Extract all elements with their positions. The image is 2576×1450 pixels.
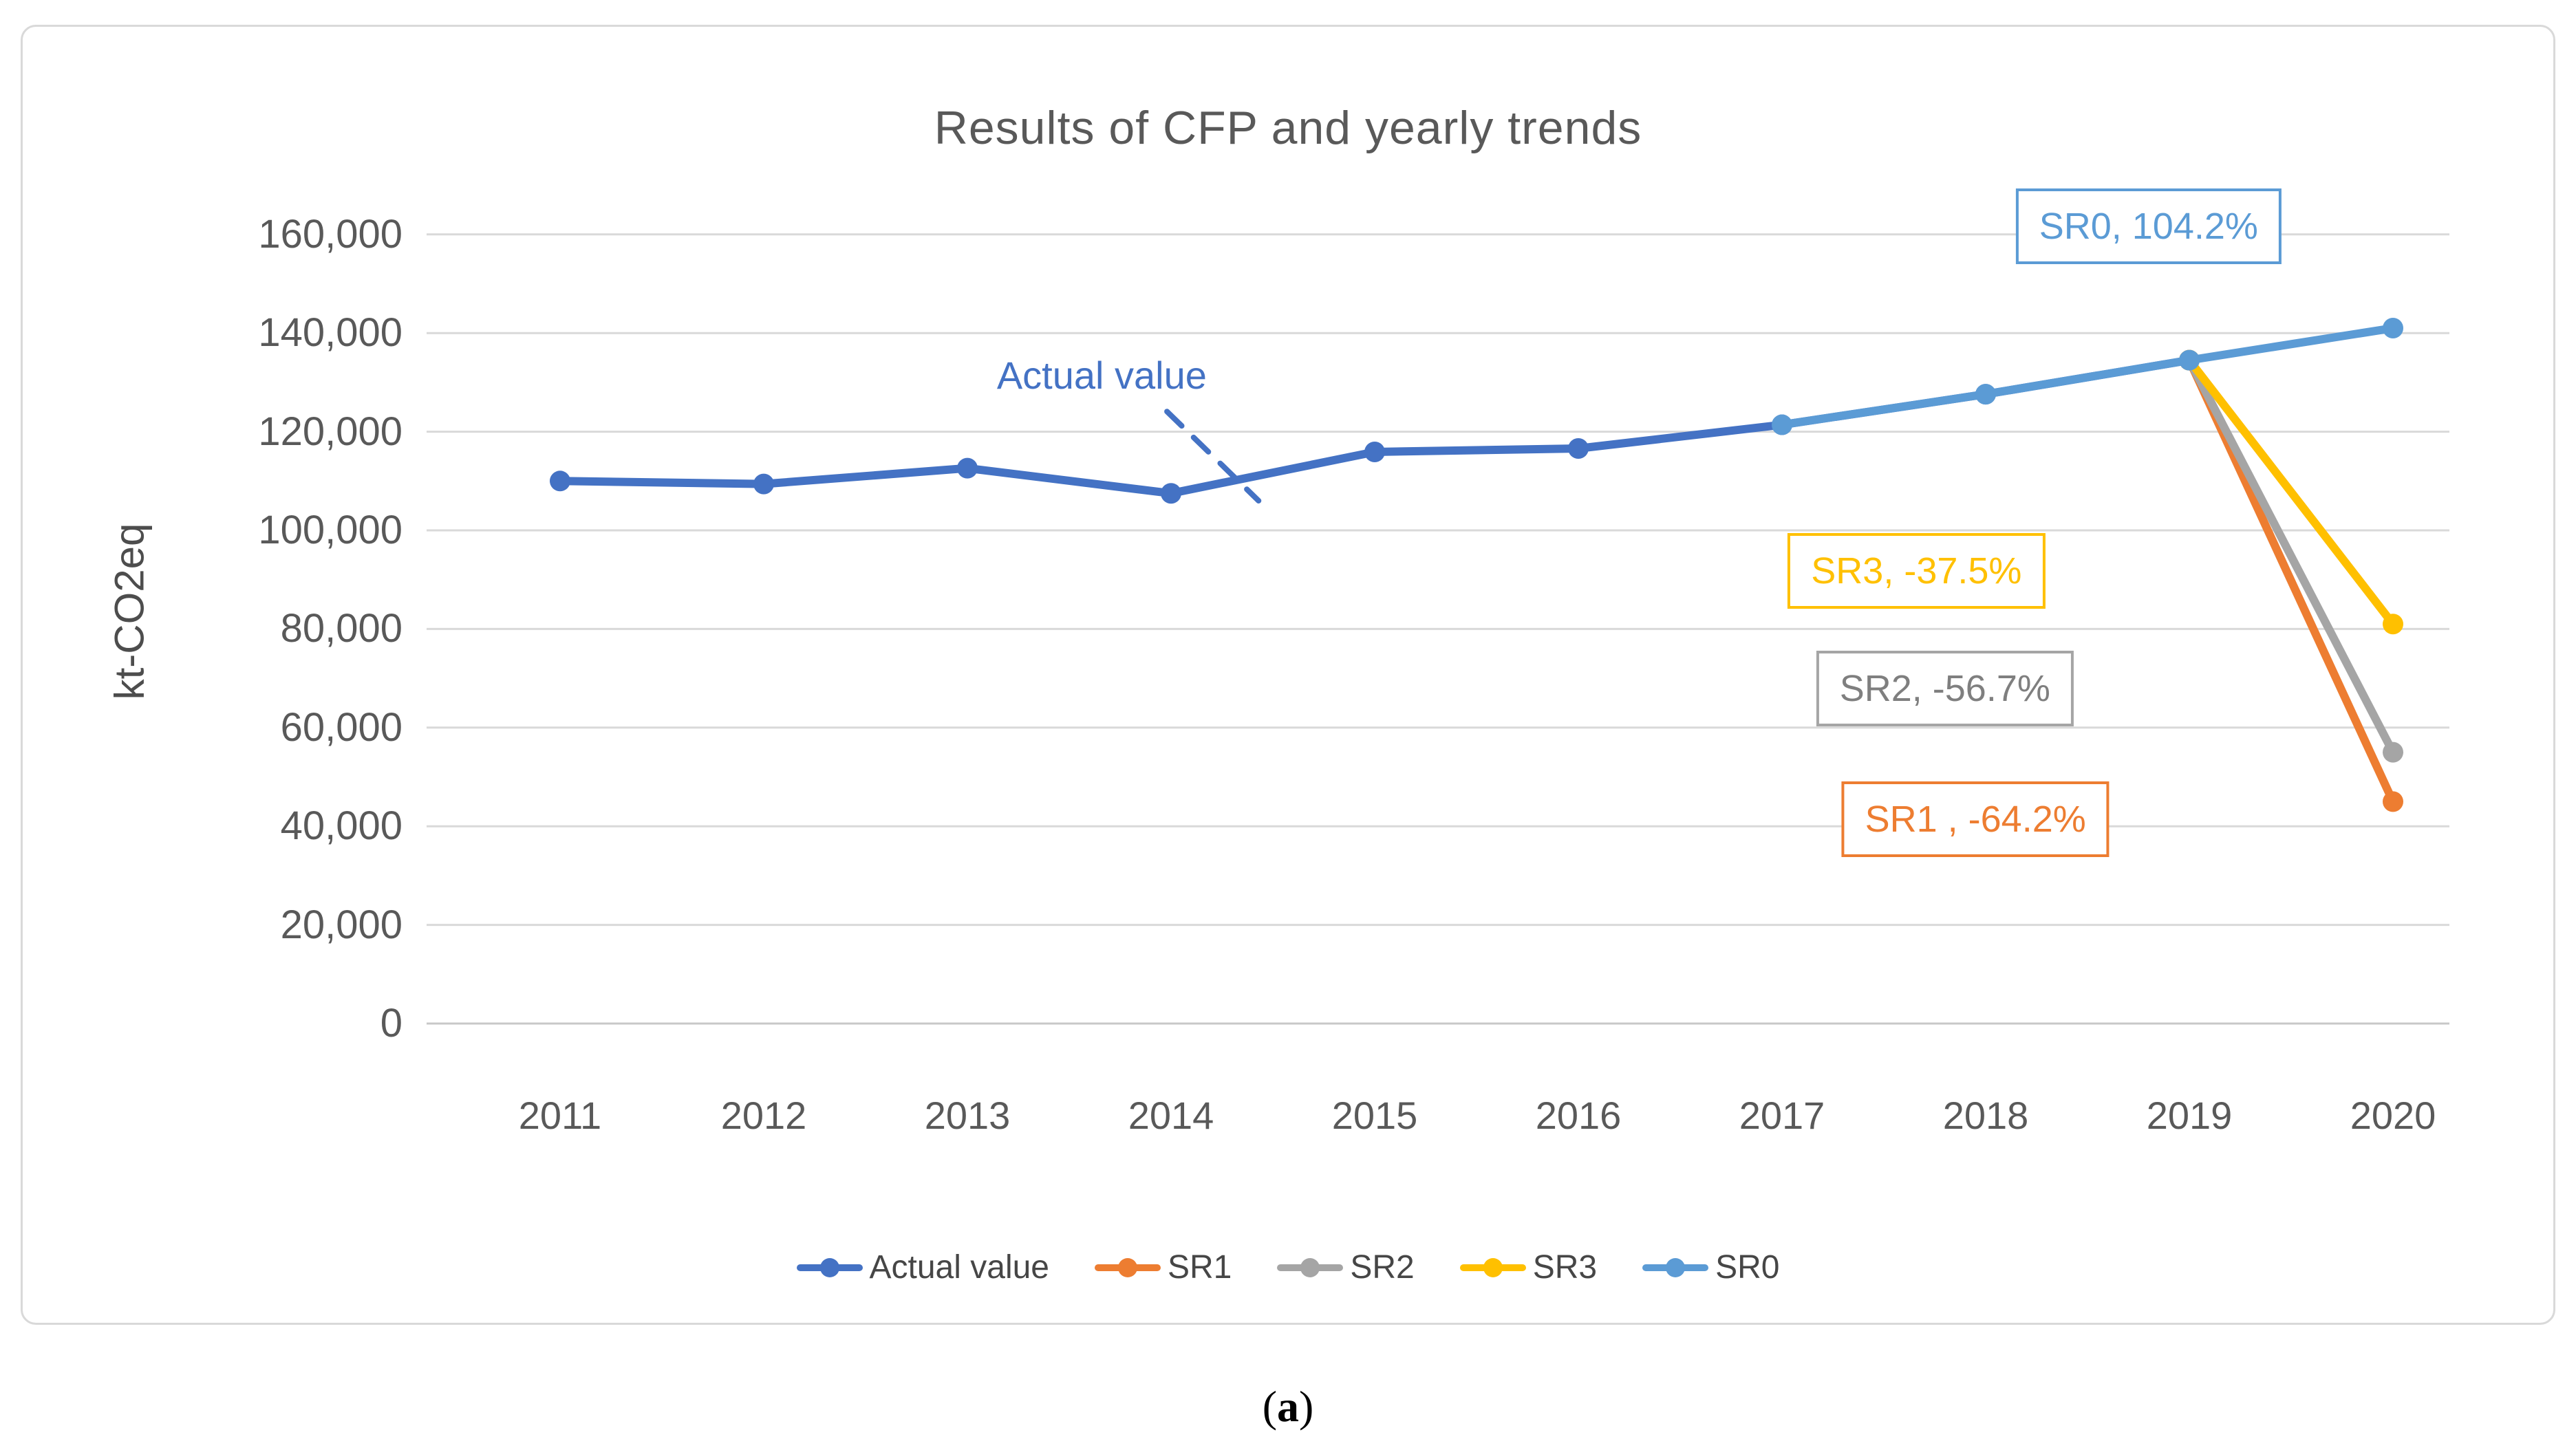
legend-item-sr1: SR1 (1095, 1250, 1232, 1286)
y-axis-tick-label: 80,000 (280, 606, 402, 651)
annotation-box-sr3: SR3, -37.5% (1788, 532, 2046, 609)
annotation-box-sr1: SR1 , -64.2% (1841, 781, 2110, 858)
annotation-box-sr0: SR0, 104.2% (2015, 188, 2282, 265)
x-axis-tick-label: 2011 (518, 1094, 602, 1137)
y-axis-tick-label: 120,000 (258, 409, 402, 454)
legend-line-marker-icon (1277, 1258, 1344, 1277)
x-axis-tick-label: 2013 (924, 1094, 1011, 1137)
legend-item-sr3: SR3 (1459, 1249, 1598, 1286)
x-axis-tick-label: 2020 (2350, 1094, 2436, 1137)
legend-item-actual-value: Actual value (796, 1249, 1050, 1286)
legend-line-marker-icon (1095, 1258, 1161, 1277)
x-axis-tick-label: 2015 (1331, 1094, 1418, 1137)
x-axis-tick-label: 2016 (1535, 1094, 1622, 1137)
legend-line-marker-icon (1642, 1258, 1709, 1277)
legend-item-label: SR3 (1532, 1249, 1598, 1286)
y-axis-tick-label: 140,000 (258, 310, 402, 356)
y-axis-tick-label: 40,000 (280, 803, 402, 849)
legend-item-label: Actual value (869, 1249, 1050, 1286)
legend-item-sr2: SR2 (1277, 1249, 1415, 1286)
legend-line-marker-icon (796, 1258, 863, 1277)
annotation-box-sr2: SR2, -56.7% (1816, 651, 2074, 727)
caption-close-paren: ) (1299, 1382, 1314, 1431)
x-axis-tick-label: 2017 (1739, 1094, 1825, 1137)
legend-item-label: SR2 (1350, 1249, 1415, 1286)
x-axis-tick-label: 2019 (2146, 1094, 2233, 1137)
x-axis-tick-label: 2014 (1128, 1094, 1214, 1137)
y-axis-tick-label: 60,000 (280, 704, 402, 750)
legend-line-marker-icon (1459, 1258, 1526, 1277)
chart-legend: Actual value SR1 SR2 SR3 SR0 (23, 1250, 2553, 1286)
legend-item-sr0: SR0 (1642, 1249, 1780, 1286)
y-axis-tick-label: 100,000 (258, 508, 402, 552)
y-axis-tick-label: 20,000 (280, 902, 402, 947)
y-axis-tick-label: 160,000 (258, 211, 402, 257)
legend-item-label: SR1 (1168, 1249, 1232, 1286)
caption-letter: a (1277, 1382, 1299, 1431)
chart-title: Results of CFP and yearly trends (934, 102, 1642, 154)
legend-item-label: SR0 (1715, 1249, 1780, 1286)
x-axis-tick-label: 2012 (720, 1094, 807, 1137)
x-axis-tick-label: 2018 (1942, 1094, 2029, 1137)
annotation-label-actual-value: Actual value (996, 353, 1207, 397)
caption-open-paren: ( (1262, 1382, 1277, 1431)
figure-caption: (a) (0, 1381, 2576, 1432)
y-axis-tick-label: 0 (380, 1001, 402, 1046)
